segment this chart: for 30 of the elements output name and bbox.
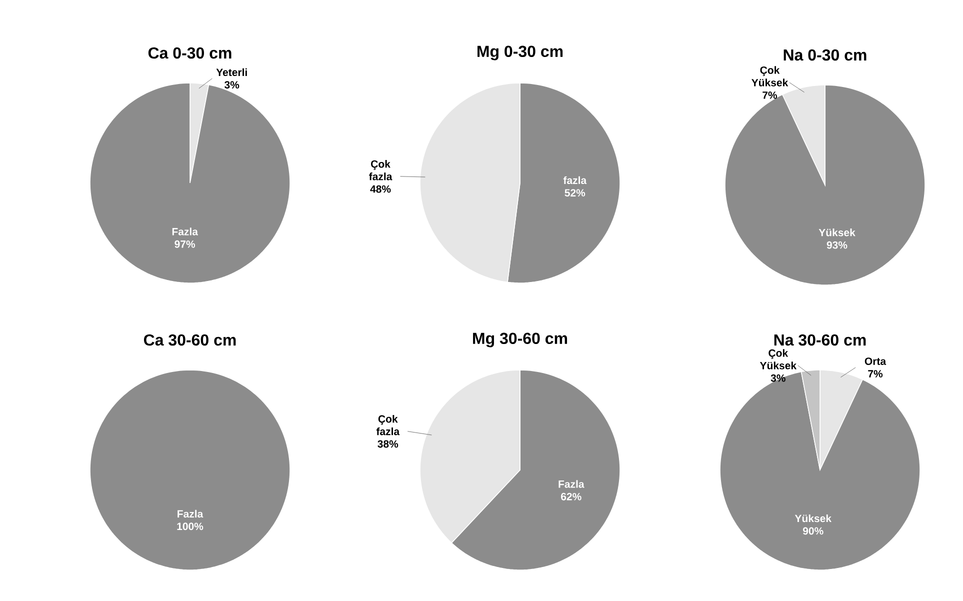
chart-title: Mg 0-30 cm	[478, 46, 563, 60]
chart-title: Mg 30-60 cm	[473, 332, 568, 348]
data-label: 100%	[177, 522, 204, 530]
slice-label: Orta	[864, 358, 886, 365]
data-label: 62%	[561, 492, 582, 500]
slice-label: fazla	[563, 176, 587, 184]
data-label: 97%	[174, 240, 196, 248]
slice-label: Fazla	[558, 480, 584, 488]
slice-label: Çok Yüksek	[760, 349, 797, 370]
data-label: 52%	[564, 189, 586, 197]
chart-title: Ca 0-30 cm	[148, 47, 232, 59]
data-label: 7%	[868, 370, 883, 378]
data-label: 93%	[826, 241, 848, 249]
chart-title: Na 30-60 cm	[774, 334, 866, 346]
slice-label: Çok fazla	[369, 160, 392, 180]
chart-title: Na 0-30 cm	[784, 49, 866, 61]
data-label: 48%	[370, 185, 391, 193]
slice-label: Yeterli	[216, 68, 247, 76]
data-label: 90%	[802, 527, 824, 535]
data-label: 3%	[224, 81, 240, 89]
slice-label: Çok Yüksek	[752, 66, 788, 86]
slice-label: Çok fazla	[376, 414, 400, 436]
slice-label: Fazla	[178, 510, 204, 518]
slice-label: Yüksek	[818, 228, 856, 236]
chart-title: Ca 30-60 cm	[144, 334, 236, 346]
slice-label: Fazla	[172, 228, 198, 236]
data-label: 3%	[770, 374, 786, 382]
slice-label: Yüksek	[794, 514, 832, 522]
data-label: 7%	[762, 91, 778, 99]
data-label: 38%	[378, 440, 398, 448]
